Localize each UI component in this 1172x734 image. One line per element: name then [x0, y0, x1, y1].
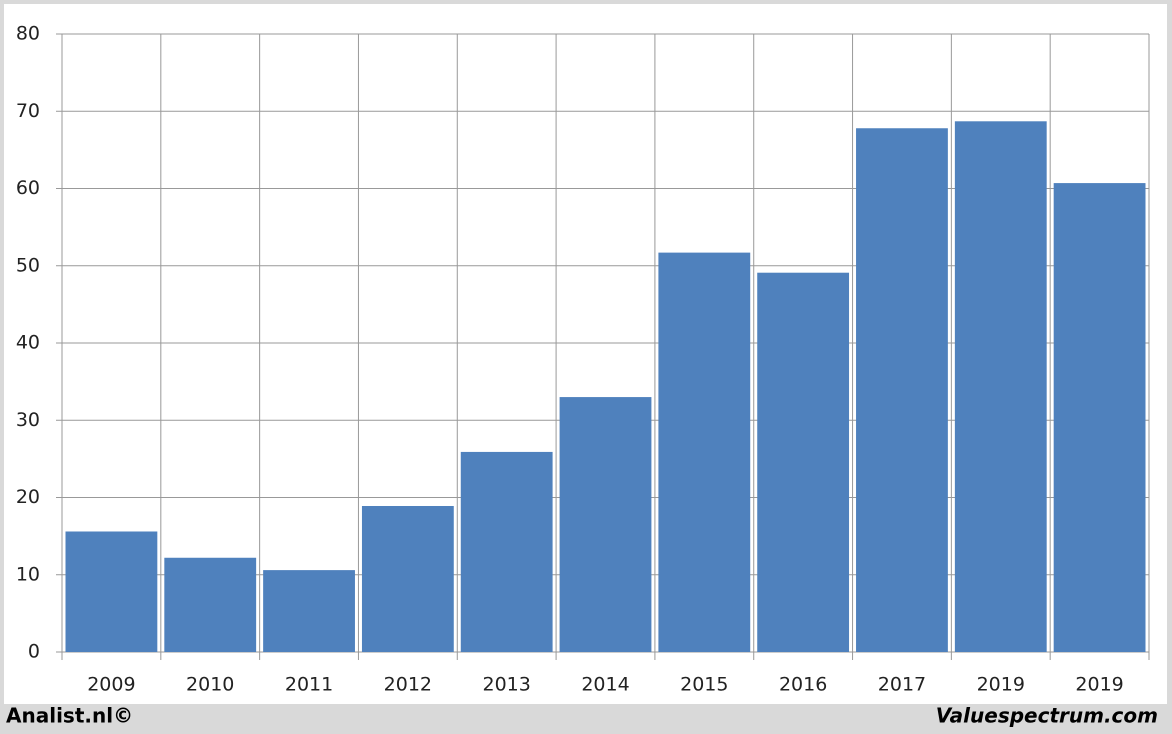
x-tick-label: 2016: [779, 674, 827, 696]
y-tick-label: 0: [28, 641, 40, 663]
bar: [65, 531, 158, 652]
bar: [1053, 183, 1146, 652]
x-tick-label: 2009: [87, 674, 135, 696]
bar: [658, 252, 751, 652]
y-tick-label: 60: [16, 177, 40, 199]
x-tick-label: 2012: [384, 674, 432, 696]
y-tick-label: 20: [16, 486, 40, 508]
footer-left: Analist.nl©: [6, 704, 133, 728]
y-tick-label: 10: [16, 563, 40, 585]
bar: [559, 397, 652, 652]
x-tick-label: 2015: [680, 674, 728, 696]
y-tick-label: 30: [16, 409, 40, 431]
x-tick-label: 2013: [483, 674, 531, 696]
footer-right: Valuespectrum.com: [936, 704, 1158, 728]
bar: [954, 121, 1047, 653]
bar: [460, 451, 553, 652]
y-tick-label: 50: [16, 254, 40, 276]
x-tick-label: 2010: [186, 674, 234, 696]
bar: [361, 505, 454, 652]
y-tick-label: 80: [16, 23, 40, 45]
x-tick-label: 2011: [285, 674, 333, 696]
bar: [856, 128, 948, 652]
x-tick-label: 2019: [1075, 674, 1123, 696]
bar: [263, 570, 355, 652]
y-tick-label: 70: [16, 100, 40, 122]
x-tick-label: 2019: [977, 674, 1025, 696]
x-tick-label: 2017: [878, 674, 926, 696]
x-tick-label: 2014: [581, 674, 629, 696]
bar: [757, 272, 850, 652]
y-tick-label: 40: [16, 332, 40, 354]
bar: [164, 557, 257, 652]
